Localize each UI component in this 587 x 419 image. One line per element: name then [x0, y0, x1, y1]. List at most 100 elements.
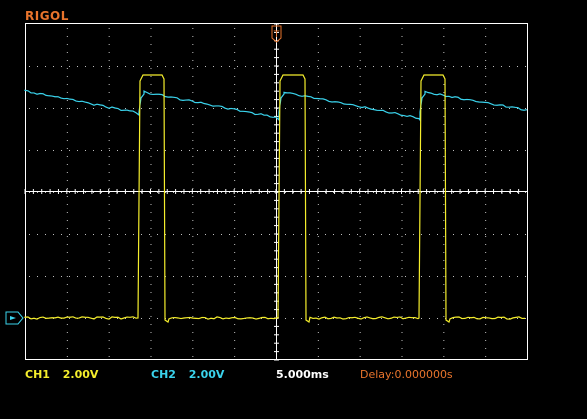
- grid-dot: [421, 66, 422, 67]
- grid-dot: [485, 340, 487, 341]
- grid-dot: [443, 196, 445, 197]
- grid-dot: [389, 276, 390, 277]
- grid-dot: [421, 150, 422, 151]
- grid-dot: [150, 212, 152, 213]
- grid-dot: [192, 276, 194, 277]
- delay-readout[interactable]: Delay:0.000000s: [360, 368, 453, 381]
- grid-dot: [181, 234, 182, 235]
- grid-dot: [285, 66, 286, 67]
- grid-dot: [189, 192, 190, 193]
- grid-dot: [234, 236, 236, 237]
- grid-dot: [66, 124, 68, 125]
- grid-dot: [333, 108, 334, 109]
- grid-dot: [389, 150, 390, 151]
- grid-dot: [485, 252, 487, 253]
- grid-dot: [108, 268, 110, 269]
- grid-dot: [401, 308, 403, 309]
- grid-dot: [317, 196, 319, 197]
- grid-dot: [234, 164, 236, 165]
- grid-dot: [66, 116, 68, 117]
- grid-dot: [461, 192, 462, 193]
- grid-dot: [269, 66, 270, 67]
- grid-dot: [192, 188, 194, 189]
- grid-dot: [325, 318, 326, 319]
- grid-dot: [125, 318, 126, 319]
- ch1-status[interactable]: CH1 2.00V: [25, 368, 98, 381]
- grid-dot: [66, 324, 68, 325]
- grid-dot: [66, 260, 68, 261]
- grid-dot: [192, 212, 194, 213]
- grid-dot: [93, 234, 94, 235]
- grid-dot: [357, 150, 358, 151]
- grid-dot: [150, 188, 152, 189]
- grid-dot: [141, 150, 142, 151]
- grid-dot: [150, 164, 152, 165]
- grid-dot: [325, 150, 326, 151]
- grid-dot: [150, 180, 152, 181]
- grid-dot: [443, 228, 445, 229]
- grid-dot: [413, 318, 414, 319]
- grid-dot: [443, 324, 445, 325]
- grid-dot: [61, 192, 62, 193]
- grid-dot: [359, 172, 361, 173]
- grid-dot: [213, 276, 214, 277]
- grid-dot: [469, 66, 470, 67]
- grid-dot: [234, 324, 236, 325]
- grid-dot: [150, 236, 152, 237]
- grid-dot: [165, 192, 166, 193]
- grid-dot: [401, 204, 403, 205]
- grid-dot: [234, 60, 236, 61]
- grid-dot: [359, 316, 361, 317]
- grid-dot: [477, 108, 478, 109]
- grid-dot: [359, 156, 361, 157]
- grid-dot: [401, 244, 403, 245]
- grid-dot: [234, 356, 236, 357]
- grid-dot: [69, 318, 70, 319]
- grid-dot: [150, 44, 152, 45]
- grid-dot: [45, 276, 46, 277]
- grid-dot: [341, 108, 342, 109]
- grid-dot: [234, 220, 236, 221]
- grid-dot: [66, 244, 68, 245]
- grid-dot: [301, 150, 302, 151]
- grid-dot: [108, 196, 110, 197]
- grid-dot: [253, 234, 254, 235]
- grid-dot: [401, 196, 403, 197]
- grid-dot: [150, 92, 152, 93]
- grid-dot: [359, 220, 361, 221]
- trigger-position-icon[interactable]: T: [271, 25, 282, 43]
- ch2-status[interactable]: CH2 2.00V: [151, 368, 224, 381]
- grid-dot: [443, 44, 445, 45]
- grid-dot: [234, 156, 236, 157]
- grid-dot: [192, 156, 194, 157]
- grid-dot: [192, 252, 194, 253]
- grid-dot: [341, 150, 342, 151]
- grid-dot: [285, 318, 286, 319]
- grid-dot: [197, 108, 198, 109]
- grid-dot: [157, 150, 158, 151]
- grid-dot: [401, 92, 403, 93]
- grid-dot: [149, 66, 150, 67]
- grid-dot: [443, 276, 445, 277]
- grid-dot: [53, 276, 54, 277]
- grid-dot: [443, 244, 445, 245]
- grid-dot: [234, 348, 236, 349]
- grid-dot: [108, 348, 110, 349]
- grid-dot: [359, 140, 361, 141]
- grid-dot: [469, 192, 470, 193]
- grid-dot: [389, 66, 390, 67]
- grid-dot: [437, 318, 438, 319]
- grid-dot: [443, 292, 445, 293]
- grid-dot: [317, 234, 318, 235]
- timebase-readout[interactable]: 5.000ms: [276, 368, 329, 381]
- grid-dot: [192, 84, 194, 85]
- grid-dot: [61, 234, 62, 235]
- ch1-ground-marker-icon[interactable]: [5, 311, 24, 325]
- grid-dot: [108, 44, 110, 45]
- grid-dot: [221, 150, 222, 151]
- grid-dot: [234, 260, 236, 261]
- grid-dot: [221, 108, 222, 109]
- grid-dot: [108, 284, 110, 285]
- grid-dot: [29, 192, 30, 193]
- grid-dot: [150, 324, 152, 325]
